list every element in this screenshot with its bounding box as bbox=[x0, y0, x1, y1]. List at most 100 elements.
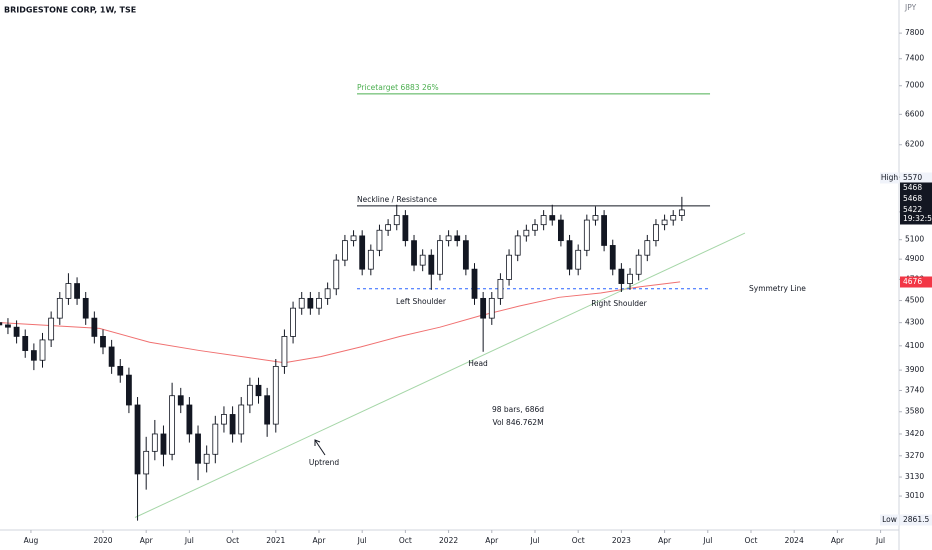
candle-body bbox=[203, 453, 210, 464]
candle-body bbox=[290, 307, 296, 337]
candle-body bbox=[91, 317, 98, 337]
candle-body bbox=[82, 297, 89, 319]
y-tick-label: 5100 bbox=[905, 235, 924, 244]
neckline-price-badge bbox=[900, 182, 932, 194]
head-label: Head bbox=[468, 359, 488, 368]
candle-body bbox=[324, 288, 331, 299]
candle-body bbox=[367, 249, 374, 270]
uptrend-label: Uptrend bbox=[309, 458, 339, 467]
neckline-price-2: 5468 bbox=[903, 194, 922, 203]
x-tick-label: Jul bbox=[357, 536, 367, 545]
low-value-badge bbox=[900, 514, 932, 526]
candle-body bbox=[151, 433, 158, 452]
x-tick-label: 2024 bbox=[785, 536, 804, 545]
candle-body bbox=[411, 240, 417, 266]
high-value: 5570 bbox=[903, 173, 922, 182]
candle-body bbox=[342, 240, 348, 261]
candle-body bbox=[601, 215, 608, 246]
y-tick-label: 3010 bbox=[905, 491, 924, 500]
candle-body bbox=[454, 235, 461, 242]
x-tick-label: 2023 bbox=[612, 536, 631, 545]
y-tick-label: 6600 bbox=[905, 109, 924, 118]
range-stats: 98 bars, 686d bbox=[492, 405, 544, 414]
x-tick-label: Oct bbox=[745, 536, 758, 545]
candle-body bbox=[48, 317, 55, 341]
candle-body bbox=[670, 215, 677, 221]
last-price: 5422 bbox=[903, 205, 922, 214]
candle-body bbox=[393, 215, 400, 226]
candle-body bbox=[558, 219, 564, 242]
neckline-price-2-badge bbox=[900, 193, 932, 205]
candle-body bbox=[0, 322, 3, 326]
candle-body bbox=[143, 450, 150, 475]
candle-body bbox=[488, 297, 495, 319]
candle-body bbox=[549, 215, 556, 221]
candle-body bbox=[471, 268, 478, 299]
ma-price-badge bbox=[900, 276, 932, 288]
candle-body bbox=[272, 365, 279, 425]
candle-body bbox=[56, 297, 63, 319]
x-tick-label: Apr bbox=[140, 536, 154, 545]
low-value: 2861.5 bbox=[903, 515, 929, 524]
candle-body bbox=[5, 324, 11, 328]
x-tick-label: Jul bbox=[184, 536, 194, 545]
symmetry-line-label: Symmetry Line bbox=[749, 284, 806, 293]
candle-body bbox=[264, 395, 271, 425]
x-tick-label: Apr bbox=[658, 536, 672, 545]
ma-price: 4676 bbox=[903, 277, 922, 286]
candle-body bbox=[255, 384, 262, 397]
candle-body bbox=[402, 215, 409, 242]
candle-body bbox=[30, 350, 37, 361]
candle-body bbox=[618, 268, 625, 284]
high-text: High bbox=[881, 173, 898, 182]
candle-body bbox=[635, 254, 642, 275]
candle-body bbox=[419, 254, 426, 266]
y-tick-label: 3270 bbox=[905, 451, 924, 460]
y-tick-label: 3420 bbox=[905, 429, 924, 438]
candle-body bbox=[281, 336, 288, 367]
candle-body bbox=[462, 240, 469, 270]
x-tick-label: 2020 bbox=[93, 536, 112, 545]
chart-title: BRIDGESTONE CORP, 1W, TSE bbox=[4, 6, 136, 15]
neckline-price: 5468 bbox=[903, 183, 922, 192]
candle-body bbox=[74, 283, 80, 299]
candle-body bbox=[428, 254, 435, 275]
candle-body bbox=[540, 215, 547, 226]
uptrend-arrow-head bbox=[314, 439, 321, 446]
candle-body bbox=[350, 235, 357, 242]
x-tick-label: Jul bbox=[529, 536, 539, 545]
y-tick-label: 4500 bbox=[905, 296, 924, 305]
candle-body bbox=[514, 235, 521, 256]
candle-body bbox=[480, 297, 487, 319]
y-tick-label: 3130 bbox=[905, 472, 924, 481]
candle-body bbox=[627, 273, 633, 284]
candle-body bbox=[39, 339, 46, 361]
candle-body bbox=[221, 414, 227, 425]
y-tick-label: 7400 bbox=[905, 54, 924, 63]
right-shoulder-label: Right Shoulder bbox=[591, 299, 647, 308]
candle-body bbox=[177, 395, 184, 406]
last-price-badge bbox=[900, 204, 932, 216]
candle-body bbox=[376, 229, 383, 251]
y-tick-label: 3740 bbox=[905, 385, 924, 394]
x-tick-label: Oct bbox=[399, 536, 412, 545]
x-tick-label: Jul bbox=[875, 536, 885, 545]
candle-body bbox=[160, 433, 167, 455]
candle-body bbox=[583, 219, 590, 251]
candle-body bbox=[497, 279, 504, 299]
x-tick-label: Oct bbox=[572, 536, 585, 545]
x-tick-label: Jul bbox=[702, 536, 712, 545]
uptrend-arrow bbox=[314, 439, 326, 456]
candle-body bbox=[575, 249, 582, 270]
candle-body bbox=[195, 433, 201, 464]
candle-body bbox=[437, 240, 443, 275]
x-tick-label: Apr bbox=[312, 536, 326, 545]
candle-body bbox=[169, 395, 176, 455]
candle-body bbox=[661, 219, 668, 226]
high-value-badge bbox=[900, 172, 932, 184]
moving-average bbox=[0, 281, 681, 364]
candle-body bbox=[316, 297, 322, 309]
candle-body bbox=[117, 365, 124, 376]
candle-body bbox=[359, 235, 366, 270]
